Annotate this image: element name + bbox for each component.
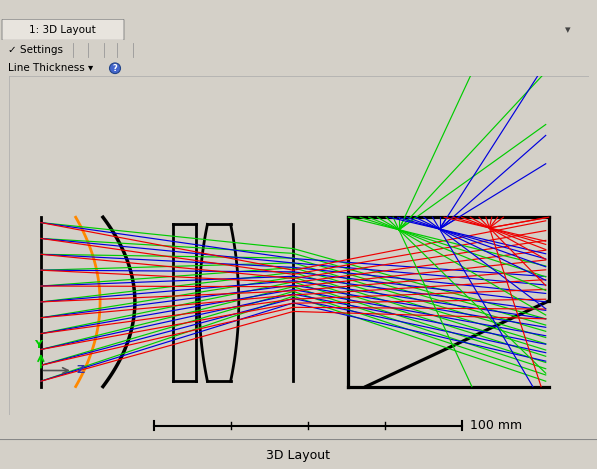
Text: 1: 3D Layout: 1: 3D Layout (29, 25, 96, 35)
Text: 3D Layout: 3D Layout (266, 449, 331, 462)
Text: ▾: ▾ (565, 25, 571, 35)
Text: Y: Y (35, 340, 42, 350)
Text: ?: ? (113, 64, 118, 73)
Text: Z: Z (76, 365, 84, 375)
Text: ✓ Settings: ✓ Settings (8, 45, 63, 55)
Text: 100 mm: 100 mm (470, 419, 522, 431)
Circle shape (109, 63, 121, 74)
FancyBboxPatch shape (2, 19, 124, 40)
Text: Line Thickness ▾: Line Thickness ▾ (8, 63, 93, 73)
